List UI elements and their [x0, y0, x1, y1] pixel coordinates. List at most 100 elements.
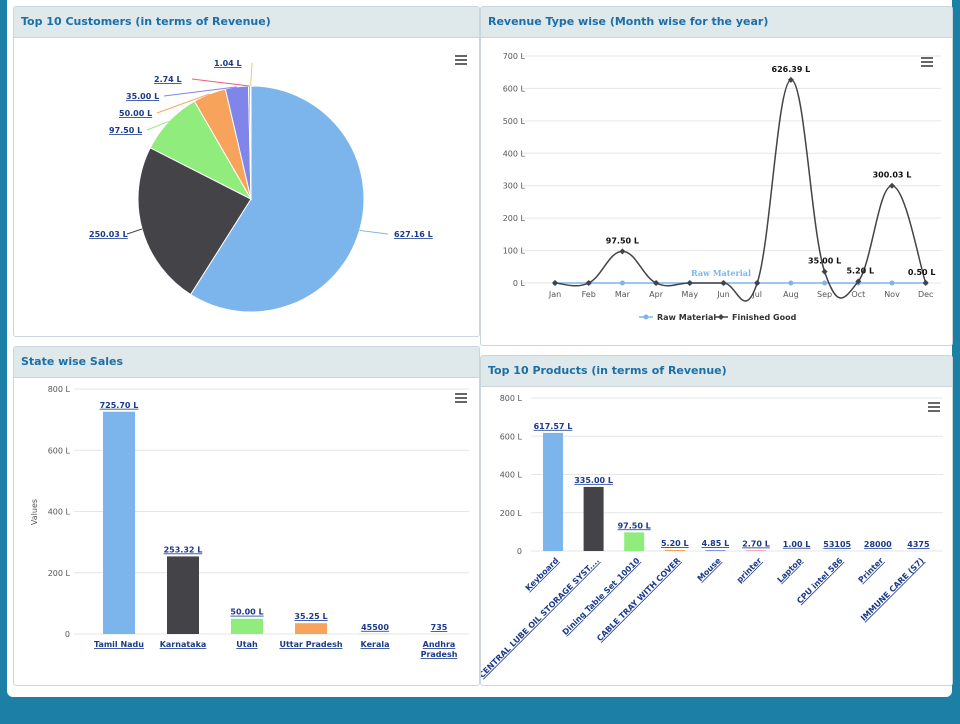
bar-data-label: 4375: [907, 540, 930, 549]
y-tick-label: 800 L: [500, 394, 523, 403]
pie-connector: [359, 229, 389, 235]
legend-label-finished-good: Finished Good: [732, 313, 797, 322]
y-tick-label: 100 L: [503, 247, 526, 256]
x-category-label: printer: [735, 556, 764, 585]
data-point: [788, 280, 794, 286]
data-point: [552, 280, 558, 286]
customers-panel: Top 10 Customers (in terms of Revenue) 6…: [13, 6, 480, 337]
x-category-label: Keyboard: [524, 556, 561, 593]
bar: [664, 550, 685, 551]
data-point: [585, 280, 592, 286]
data-label: 97.50 L: [606, 236, 639, 245]
pie-data-label: 250.03 L: [89, 230, 128, 239]
x-tick-label: Apr: [649, 290, 664, 299]
bar-data-label: 45500: [361, 623, 389, 632]
x-tick-label: Aug: [783, 290, 799, 299]
y-tick-label: 600 L: [48, 446, 71, 455]
bar-data-label: 617.57 L: [534, 422, 573, 431]
bar: [583, 486, 604, 551]
x-tick-label: Nov: [884, 290, 900, 299]
x-category-label: Mouse: [696, 556, 724, 584]
pie-data-label: 35.00 L: [126, 92, 159, 101]
y-tick-label: 200 L: [503, 214, 526, 223]
bar: [103, 411, 135, 634]
bar-data-label: 50.00 L: [230, 608, 263, 617]
y-tick-label: 600 L: [503, 84, 526, 93]
data-point: [754, 280, 761, 286]
bar-data-label: 5.20 L: [661, 539, 689, 548]
x-category-label: Andhra: [423, 640, 456, 649]
x-tick-label: Jan: [548, 290, 561, 299]
state-sales-panel: State wise Sales 0 200 L 400 L 600 L 800 L Va…: [13, 346, 480, 686]
data-point: [821, 268, 828, 275]
menu-icon-line: [455, 401, 467, 403]
raw-material-annotation: Raw Material: [691, 268, 751, 278]
bar-data-label: 735: [431, 623, 448, 632]
bar: [624, 532, 645, 551]
pie-data-label: 1.04 L: [214, 59, 242, 68]
pie-slice: [189, 85, 365, 313]
legend-marker-finished-good: [718, 314, 724, 320]
pie-connector: [156, 93, 210, 114]
products-panel: Top 10 Products (in terms of Revenue) 0 2…: [480, 355, 953, 686]
menu-icon-line: [921, 61, 933, 63]
bar-data-label: 4.85 L: [702, 539, 730, 548]
x-category-label: Tamil Nadu: [94, 640, 144, 649]
menu-icon-line: [455, 393, 467, 395]
customers-chart-menu-icon[interactable]: [455, 55, 467, 65]
revenue-type-panel-title: Revenue Type wise (Month wise for the ye…: [481, 7, 952, 38]
x-tick-label: Oct: [851, 290, 865, 299]
menu-icon-line: [928, 410, 940, 412]
x-category-label: Karnataka: [160, 640, 207, 649]
data-label: 35.00 L: [808, 257, 841, 266]
bar: [746, 550, 766, 551]
x-tick-label: Sep: [817, 290, 832, 299]
data-point: [619, 248, 626, 255]
revenue-type-chart-menu-icon[interactable]: [921, 57, 933, 67]
products-chart-menu-icon[interactable]: [928, 402, 940, 412]
legend-label-raw-material: Raw Material: [657, 313, 716, 322]
state-sales-chart-menu-icon[interactable]: [455, 393, 467, 403]
x-tick-label: Jul: [751, 290, 762, 299]
y-tick-label: 800 L: [48, 385, 71, 394]
y-tick-label: 400 L: [48, 508, 71, 517]
y-tick-label: 500 L: [503, 117, 526, 126]
pie-connector: [126, 228, 143, 235]
data-point: [922, 279, 929, 286]
x-category-label: Printer: [857, 556, 886, 585]
menu-icon-line: [455, 55, 467, 57]
y-tick-label: 0: [517, 547, 522, 556]
x-category-label: CABLE TRAY WITH COVER: [595, 556, 682, 643]
pie-data-label: 2.74 L: [154, 75, 182, 84]
y-tick-label: 200 L: [500, 509, 523, 518]
y-tick-label: 700 L: [503, 52, 526, 61]
pie-connector: [146, 120, 170, 131]
x-category-label: Dining Table Set_10010: [561, 556, 642, 637]
data-point: [720, 280, 727, 286]
customers-pie-chart: 627.16 L 250.03 L 97.50 L 50.00 L 35.00 L 2.7…: [89, 55, 467, 313]
data-point: [855, 278, 862, 285]
data-point: [619, 280, 625, 286]
state-sales-panel-title: State wise Sales: [14, 347, 479, 378]
menu-icon-line: [455, 59, 467, 61]
pie-data-label: 50.00 L: [119, 109, 152, 118]
x-tick-label: Jun: [716, 290, 730, 299]
menu-icon-line: [455, 397, 467, 399]
bar: [167, 556, 199, 634]
bar-data-label: 335.00 L: [574, 476, 613, 485]
data-label: 5.20 L: [846, 266, 874, 275]
products-panel-title: Top 10 Products (in terms of Revenue): [481, 356, 952, 387]
x-tick-label: Mar: [615, 290, 631, 299]
y-tick-label: 400 L: [500, 471, 523, 480]
data-label: 300.03 L: [873, 171, 912, 180]
y-tick-label: 600 L: [500, 432, 523, 441]
pie-slice: [137, 147, 252, 296]
pie-slice: [249, 85, 252, 200]
data-point: [787, 76, 794, 83]
bar-data-label: 725.70 L: [100, 401, 139, 410]
data-point: [889, 182, 895, 189]
x-category-label: Kerala: [361, 640, 390, 649]
products-bar-chart: 0 200 L 400 L 600 L 800 L 617.57 L Keyboard 335…: [481, 394, 943, 680]
y-tick-label: 200 L: [48, 569, 71, 578]
bar: [543, 432, 563, 551]
